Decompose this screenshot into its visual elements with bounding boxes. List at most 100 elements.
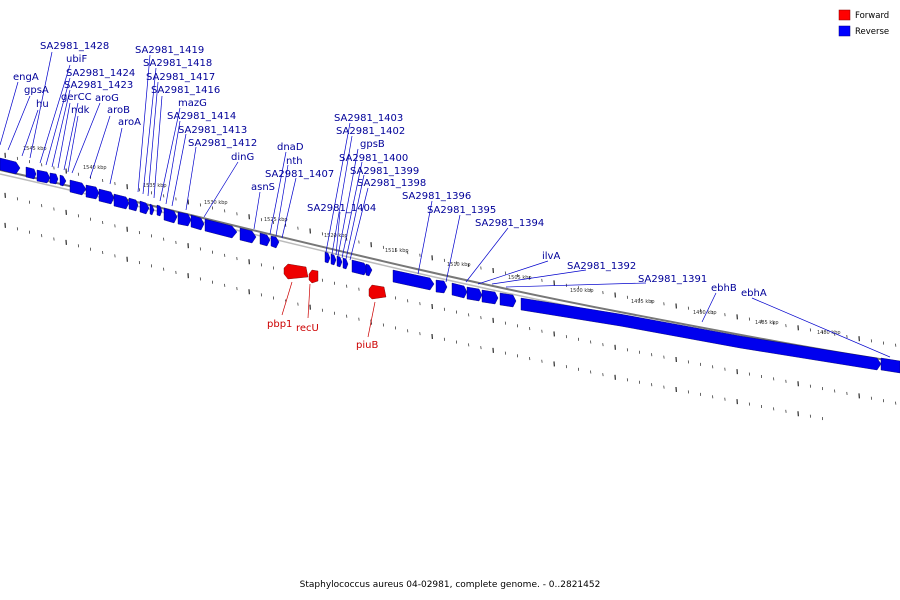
gene-label[interactable]: SA2981_1413 [178,125,247,136]
gene-label[interactable]: pbp1 [267,319,292,330]
gene-arrow-reverse[interactable] [336,255,343,268]
gene-label[interactable]: aroB [107,105,130,116]
gene-label[interactable]: SA2981_1419 [135,45,204,56]
gene-label[interactable]: gpsB [360,139,385,150]
gene-arrow-reverse[interactable] [520,297,882,371]
gene-label[interactable]: SA2981_1404 [307,203,376,214]
kbp-tick-label: 1505 kbp [508,275,532,281]
gene-arrow-reverse[interactable] [365,263,373,277]
gene-arrow-reverse[interactable] [880,357,900,374]
reverse-genes [0,157,900,374]
gene-arrow-reverse[interactable] [270,235,280,249]
gene-arrow-reverse[interactable] [435,279,448,294]
gene-label[interactable]: ilvA [542,251,560,262]
gene-leader-lines [0,51,891,358]
gene-arrow-reverse[interactable] [342,257,349,270]
gene-arrow-reverse[interactable] [481,289,499,305]
gene-arrow-reverse[interactable] [451,282,468,299]
gene-label[interactable]: ebhB [711,283,737,294]
gene-label[interactable]: SA2981_1400 [339,153,408,164]
gene-arrow-reverse[interactable] [330,253,337,266]
legend-label-reverse: Reverse [855,27,889,37]
gene-arrow-reverse[interactable] [49,172,59,185]
gene-label[interactable]: ebhA [741,288,767,299]
gene-arrow-reverse[interactable] [239,227,257,244]
gene-arrow-reverse[interactable] [351,259,369,276]
gene-arrow-reverse[interactable] [156,204,163,217]
gene-arrow-reverse[interactable] [128,197,139,212]
legend-swatch-reverse [838,25,851,37]
kbp-tick-label: 1515 kbp [385,248,409,254]
gene-label[interactable]: hu [36,99,49,110]
gene-arrow-reverse[interactable] [59,174,67,187]
gene-label[interactable]: SA2981_1395 [427,205,496,216]
gene-label[interactable]: SA2981_1399 [350,166,419,177]
gene-arrow-reverse[interactable] [25,166,37,180]
gene-label[interactable]: piuB [356,340,378,351]
gene-arrow-reverse[interactable] [190,214,205,231]
gene-arrow-reverse[interactable] [324,251,331,264]
gene-label[interactable]: SA2981_1412 [188,138,257,149]
map-caption: Staphylococcus aureus 04-02981, complete… [300,580,601,590]
gene-label[interactable]: dnaD [277,142,304,153]
gene-label[interactable]: SA2981_1407 [265,169,334,180]
gene-label[interactable]: aroG [95,93,119,104]
kbp-tick-label: 1520 kbp [324,233,348,239]
gene-label[interactable]: ndk [71,105,90,116]
gene-label[interactable]: SA2981_1394 [475,218,544,229]
ruler-ticks [4,152,897,421]
gene-label[interactable]: SA2981_1417 [146,72,215,83]
gene-arrow-reverse[interactable] [139,200,150,215]
gene-arrow-forward[interactable] [368,284,387,300]
gene-label[interactable]: SA2981_1392 [567,261,636,272]
kbp-tick-label: 1525 kbp [264,217,288,223]
gene-label[interactable]: asnS [251,182,275,193]
gene-label[interactable]: SA2981_1398 [357,178,426,189]
gene-arrow-reverse[interactable] [69,179,87,196]
gene-arrow-forward[interactable] [283,263,309,280]
gene-label[interactable]: gerCC [61,92,92,103]
gene-arrow-reverse[interactable] [149,203,155,216]
gene-label[interactable]: SA2981_1391 [638,274,707,285]
gene-label[interactable]: nth [286,156,303,167]
kbp-tick-label: 1495 kbp [631,299,655,305]
gene-arrow-reverse[interactable] [204,218,238,239]
gene-label[interactable]: SA2981_1418 [143,58,212,69]
gene-label[interactable]: SA2981_1416 [151,85,220,96]
gene-label[interactable]: SA2981_1402 [336,126,405,137]
kbp-tick-label: 1510 kbp [447,262,471,268]
gene-label[interactable]: SA2981_1414 [167,111,236,122]
gene-arrow-reverse[interactable] [85,184,100,200]
kbp-tick-label: 1500 kbp [570,288,594,294]
kbp-tick-label: 1480 kbp [817,330,841,336]
legend-label-forward: Forward [855,11,889,21]
forward-leader-lines [281,281,376,338]
gene-arrow-reverse[interactable] [392,269,435,291]
gene-label[interactable]: engA [13,72,39,83]
gene-label[interactable]: dinG [231,152,254,163]
gene-arrow-reverse[interactable] [36,169,51,184]
gene-arrow-reverse[interactable] [499,292,517,308]
gene-arrow-reverse[interactable] [177,211,192,227]
gene-label[interactable]: aroA [118,117,141,128]
gene-arrow-reverse[interactable] [0,157,21,175]
gene-arrow-reverse[interactable] [113,193,130,210]
gene-label[interactable]: SA2981_1424 [66,68,135,79]
forward-gene-labels: pbp1 recU piuB [267,319,378,351]
gene-label[interactable]: ubiF [66,54,87,65]
gene-label[interactable]: SA2981_1428 [40,41,109,52]
kbp-tick-label: 1490 kbp [693,310,717,316]
gene-label[interactable]: SA2981_1423 [64,80,133,91]
gene-label[interactable]: mazG [178,98,207,109]
gene-label[interactable]: gpsA [24,85,49,96]
gene-arrow-reverse[interactable] [98,188,115,205]
gene-arrow-reverse[interactable] [466,286,483,302]
forward-genes [283,263,387,300]
gene-label[interactable]: SA2981_1396 [402,191,471,202]
gene-arrow-forward[interactable] [308,269,319,284]
gene-arrow-reverse[interactable] [163,207,178,224]
gene-label[interactable]: recU [296,323,319,334]
gene-arrow-reverse[interactable] [259,232,271,247]
gene-label[interactable]: SA2981_1403 [334,113,403,124]
